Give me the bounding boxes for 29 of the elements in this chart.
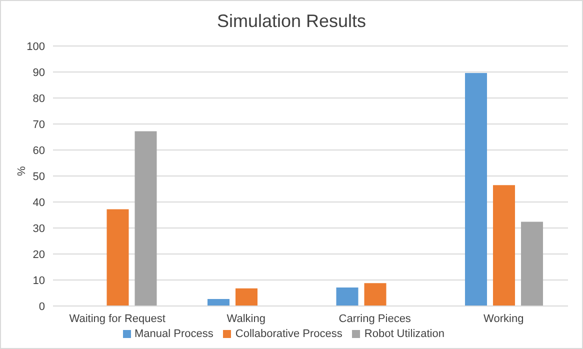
x-tick-label: Walking [226,312,266,325]
bar [134,131,157,306]
y-tick-label: 80 [32,92,45,105]
x-tick-label: Working [484,312,524,325]
bar [493,185,515,306]
chart-title: Simulation Results [216,11,368,32]
y-tick-label: 40 [32,196,45,209]
y-tick-label: 100 [26,40,45,53]
y-tick-label: 90 [32,66,45,79]
legend-label: Collaborative Process [235,328,342,340]
y-tick-label: 30 [32,222,45,235]
bar [465,73,487,306]
y-tick-label: 50 [32,170,45,183]
y-tick-label: 60 [32,144,45,157]
y-axis-title: % [16,166,28,176]
y-tick-label: 20 [32,248,45,261]
y-tick-label: 10 [32,274,45,287]
bar [336,288,358,306]
x-tick-label: Carring Pieces [338,312,412,325]
bar [106,209,129,306]
legend-label: Robot Utilization [364,328,444,340]
bar [236,288,258,306]
bar [208,298,230,306]
y-tick-label: 0 [38,300,45,313]
legend-label: Manual Process [134,328,214,340]
y-tick-label: 70 [32,118,45,131]
bar [364,283,386,306]
bar [521,222,543,306]
x-tick-label: Waiting for Request [69,312,166,325]
